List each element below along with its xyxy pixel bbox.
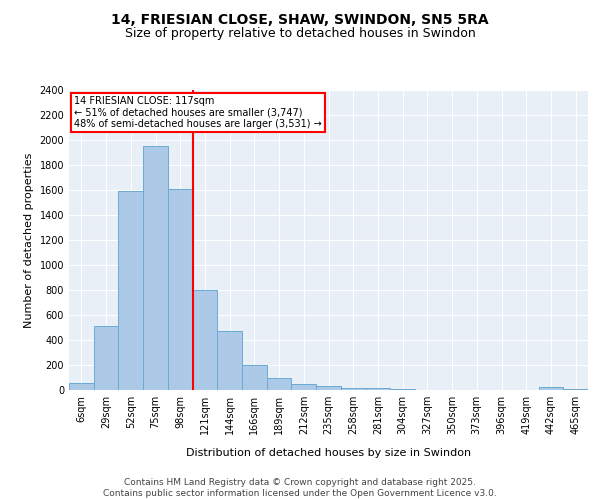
Bar bbox=[365, 388, 390, 390]
Bar bbox=[94, 326, 118, 390]
Bar bbox=[193, 290, 217, 390]
Text: Contains HM Land Registry data © Crown copyright and database right 2025.
Contai: Contains HM Land Registry data © Crown c… bbox=[103, 478, 497, 498]
Bar bbox=[292, 384, 316, 390]
Text: 14, FRIESIAN CLOSE, SHAW, SWINDON, SN5 5RA: 14, FRIESIAN CLOSE, SHAW, SWINDON, SN5 5… bbox=[111, 12, 489, 26]
Bar bbox=[69, 383, 94, 390]
Bar bbox=[168, 188, 193, 390]
Text: Distribution of detached houses by size in Swindon: Distribution of detached houses by size … bbox=[186, 448, 472, 458]
Bar bbox=[316, 386, 341, 390]
Text: 14 FRIESIAN CLOSE: 117sqm
← 51% of detached houses are smaller (3,747)
48% of se: 14 FRIESIAN CLOSE: 117sqm ← 51% of detac… bbox=[74, 96, 322, 129]
Bar bbox=[217, 330, 242, 390]
Bar bbox=[539, 387, 563, 390]
Bar bbox=[341, 388, 365, 390]
Text: Size of property relative to detached houses in Swindon: Size of property relative to detached ho… bbox=[125, 28, 475, 40]
Bar bbox=[143, 146, 168, 390]
Y-axis label: Number of detached properties: Number of detached properties bbox=[24, 152, 34, 328]
Bar bbox=[118, 191, 143, 390]
Bar bbox=[242, 365, 267, 390]
Bar bbox=[267, 378, 292, 390]
